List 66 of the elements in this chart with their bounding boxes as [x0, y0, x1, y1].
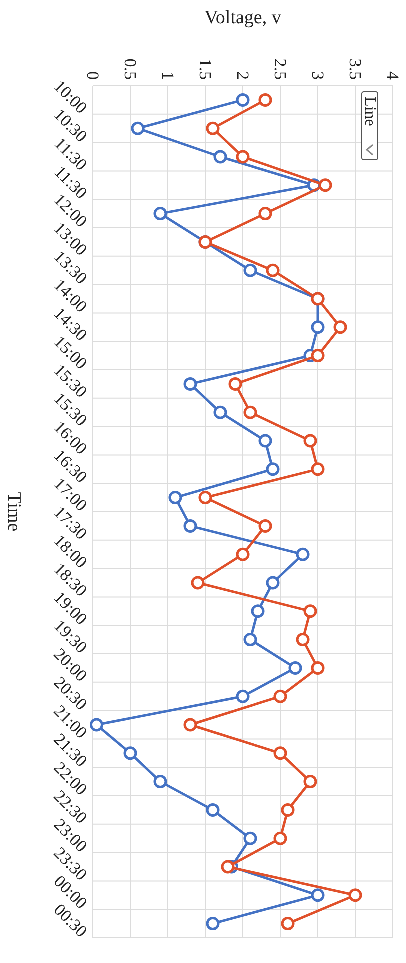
x-tick-label: 3.5 — [346, 58, 365, 80]
point — [266, 264, 280, 278]
point — [236, 690, 250, 704]
point — [311, 462, 325, 476]
point — [304, 434, 318, 448]
point — [258, 93, 272, 107]
point — [191, 576, 205, 590]
point — [154, 775, 168, 789]
dropdown: Line — [362, 92, 378, 160]
point — [131, 122, 145, 136]
point — [90, 718, 104, 732]
x-axis-title: Voltage, v — [204, 8, 282, 28]
point — [244, 264, 258, 278]
point — [311, 888, 325, 902]
point — [221, 860, 235, 874]
point — [258, 207, 272, 221]
point — [266, 462, 280, 476]
point — [296, 548, 310, 562]
x-tick-label: 0 — [84, 72, 102, 80]
point — [348, 888, 362, 902]
point — [214, 406, 228, 420]
point — [258, 434, 272, 448]
point — [251, 604, 265, 618]
x-tick-label: 2.5 — [271, 58, 290, 80]
point — [206, 917, 220, 931]
point — [184, 718, 198, 732]
point — [304, 775, 318, 789]
x-tick-label: 1.5 — [196, 58, 215, 80]
point — [266, 576, 280, 590]
point — [198, 491, 212, 505]
point — [206, 803, 220, 817]
x-tick-label: 0.5 — [121, 58, 140, 80]
point — [206, 122, 220, 136]
point — [274, 690, 288, 704]
point — [228, 377, 242, 391]
point — [184, 519, 198, 533]
point — [236, 150, 250, 164]
x-tick-label: 3 — [308, 72, 328, 80]
x-tick-label: 4 — [384, 72, 402, 80]
point — [244, 406, 258, 420]
point — [311, 320, 325, 334]
y-axis-title: Time — [4, 492, 24, 532]
point — [258, 519, 272, 533]
point — [168, 491, 182, 505]
point — [184, 377, 198, 391]
point — [236, 548, 250, 562]
point — [334, 320, 348, 334]
point — [236, 93, 250, 107]
point — [274, 832, 288, 846]
point — [124, 746, 138, 760]
point — [296, 633, 310, 647]
point — [311, 349, 325, 363]
point — [214, 150, 228, 164]
x-tick-label: 2 — [234, 72, 252, 80]
point — [154, 207, 168, 221]
point — [244, 832, 258, 846]
x-tick-label: 1 — [158, 72, 178, 80]
point — [311, 661, 325, 675]
annotation: Line — [362, 97, 378, 126]
point — [281, 917, 295, 931]
point — [274, 746, 288, 760]
point — [318, 178, 332, 192]
point — [304, 604, 318, 618]
point — [288, 661, 302, 675]
point — [244, 633, 258, 647]
point — [281, 803, 295, 817]
